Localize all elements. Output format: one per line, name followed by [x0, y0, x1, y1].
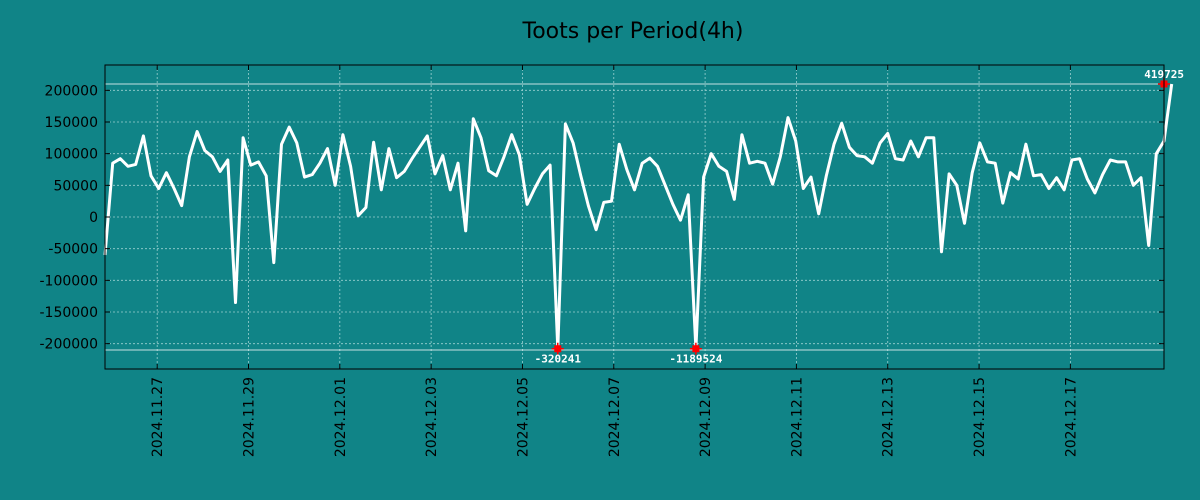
- x-tick-label: 2024.12.07: [607, 377, 623, 457]
- x-tick-label: 2024.12.17: [1063, 377, 1079, 457]
- x-tick-label: 2024.12.05: [515, 377, 531, 457]
- series-line: [103, 83, 1174, 351]
- y-tick-label: -100000: [40, 273, 99, 289]
- y-axis: 200000 150000 100000 50000 0 -50000 -100000 -15…: [40, 83, 1164, 353]
- x-tick-label: 2024.12.03: [424, 377, 440, 457]
- x-tick-label: 2024.12.09: [698, 377, 714, 457]
- y-tick-label: -200000: [40, 337, 99, 353]
- x-tick-label: 2024.12.11: [789, 377, 805, 457]
- peak-label: -1189524: [669, 353, 722, 366]
- y-tick-label: -150000: [40, 305, 99, 321]
- reference-lines: [105, 83, 1164, 351]
- x-tick-label: 2024.11.27: [150, 377, 166, 457]
- grid: [105, 65, 1164, 369]
- y-tick-label: 100000: [45, 147, 98, 163]
- y-tick-label: 150000: [45, 115, 98, 131]
- y-tick-label: 200000: [45, 83, 98, 99]
- y-tick-label: 50000: [53, 178, 98, 194]
- x-tick-label: 2024.12.01: [333, 377, 349, 457]
- y-tick-label: -50000: [48, 242, 98, 258]
- x-tick-label: 2024.12.13: [881, 377, 897, 457]
- y-tick-label: 0: [89, 210, 98, 226]
- x-tick-label: 2024.12.15: [972, 377, 988, 457]
- x-tick-label: 2024.11.29: [242, 377, 258, 457]
- x-axis: 2024.11.27 2024.11.29 2024.12.01 2024.12.03…: [150, 65, 1079, 457]
- peak-label: -320241: [535, 353, 582, 366]
- chart-title: Toots per Period(4h): [522, 19, 744, 44]
